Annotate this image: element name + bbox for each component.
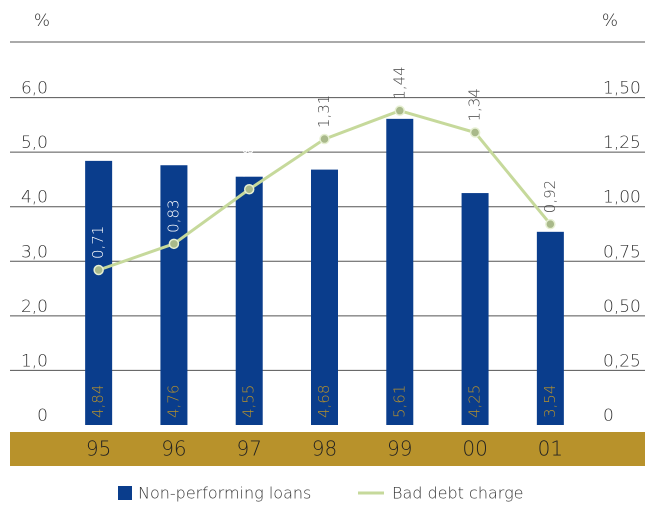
y-axis-label: % <box>34 11 50 31</box>
bar <box>85 160 113 426</box>
line-value-label: 1,08 <box>240 145 258 178</box>
legend-swatch <box>118 486 132 500</box>
y-tick-label: 3,0 <box>21 242 48 262</box>
bar-value-label: 4,68 <box>315 385 333 418</box>
x-tick-label: 01 <box>538 437 563 461</box>
bar <box>235 176 263 425</box>
y-tick-label: 6,0 <box>21 79 48 99</box>
y-tick-label: 1,0 <box>21 351 48 371</box>
x-tick-label: 00 <box>462 437 487 461</box>
line-point <box>545 218 556 230</box>
legend-label: Non-performing loans <box>138 484 311 503</box>
line-point <box>394 105 406 116</box>
y2-axis-label: % <box>602 11 618 31</box>
bar-value-label: 4,25 <box>466 385 484 418</box>
y2-tick-label: 0,50 <box>603 297 641 317</box>
line-point <box>93 264 104 276</box>
line-point <box>243 184 255 195</box>
y2-tick-label: 1,50 <box>603 79 641 99</box>
bar-value-label: 4,76 <box>164 385 182 418</box>
bar <box>461 193 489 425</box>
y-tick-label: 0 <box>37 406 48 426</box>
line-value-label: 1,34 <box>466 88 484 121</box>
y-tick-label: 5,0 <box>21 133 48 153</box>
y2-tick-label: 0,25 <box>603 351 641 371</box>
line-value-label: 0,71 <box>89 226 107 259</box>
y2-tick-label: 1,25 <box>603 133 641 153</box>
category-band <box>10 432 645 466</box>
bar-value-label: 4,84 <box>89 385 107 418</box>
line-point <box>319 133 330 145</box>
bar-value-label: 3,54 <box>541 385 559 418</box>
y2-tick-label: 1,00 <box>603 188 641 208</box>
y2-tick-label: 0,75 <box>603 242 641 262</box>
bar-value-label: 4,55 <box>240 385 258 418</box>
line-value-label: 1,31 <box>315 95 333 128</box>
bar <box>160 165 188 426</box>
line-value-label: 1,44 <box>390 66 408 99</box>
line-point <box>168 238 180 250</box>
x-tick-label: 99 <box>387 437 412 461</box>
y-tick-label: 2,0 <box>21 297 48 317</box>
line-value-label: 0,92 <box>541 180 559 213</box>
x-tick-label: 95 <box>86 437 111 461</box>
bar-value-label: 5,61 <box>390 385 408 418</box>
legend-label: Bad debt charge <box>392 484 524 503</box>
x-tick-label: 96 <box>161 437 186 461</box>
line-value-label: 0,83 <box>164 199 182 232</box>
line-point <box>469 127 481 138</box>
bar <box>386 118 414 426</box>
y2-tick-label: 0 <box>603 406 614 426</box>
x-tick-label: 97 <box>236 437 261 461</box>
y-tick-label: 4,0 <box>21 188 48 208</box>
bar <box>311 169 338 425</box>
x-tick-label: 98 <box>312 437 337 461</box>
bar <box>536 231 564 425</box>
